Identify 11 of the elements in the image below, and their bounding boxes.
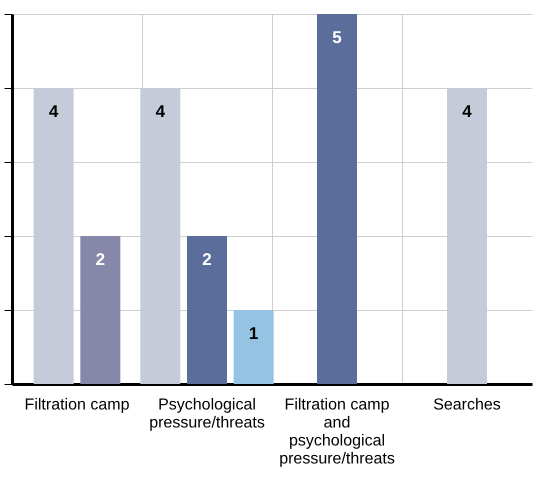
data-label: 5 bbox=[332, 28, 342, 47]
data-label: 2 bbox=[202, 250, 212, 269]
x-tick-label: Filtration camp and psychological pressure/threats bbox=[279, 396, 395, 468]
x-tick-label: Psychological pressure/threats bbox=[149, 396, 265, 432]
x-tick-label: Filtration camp bbox=[24, 396, 130, 414]
x-tick-label: Searches bbox=[433, 396, 501, 414]
data-label: 2 bbox=[96, 250, 106, 269]
data-label: 4 bbox=[156, 102, 166, 121]
data-label: 4 bbox=[48, 102, 59, 121]
data-label: 4 bbox=[462, 102, 472, 121]
data-label: 1 bbox=[248, 324, 258, 343]
